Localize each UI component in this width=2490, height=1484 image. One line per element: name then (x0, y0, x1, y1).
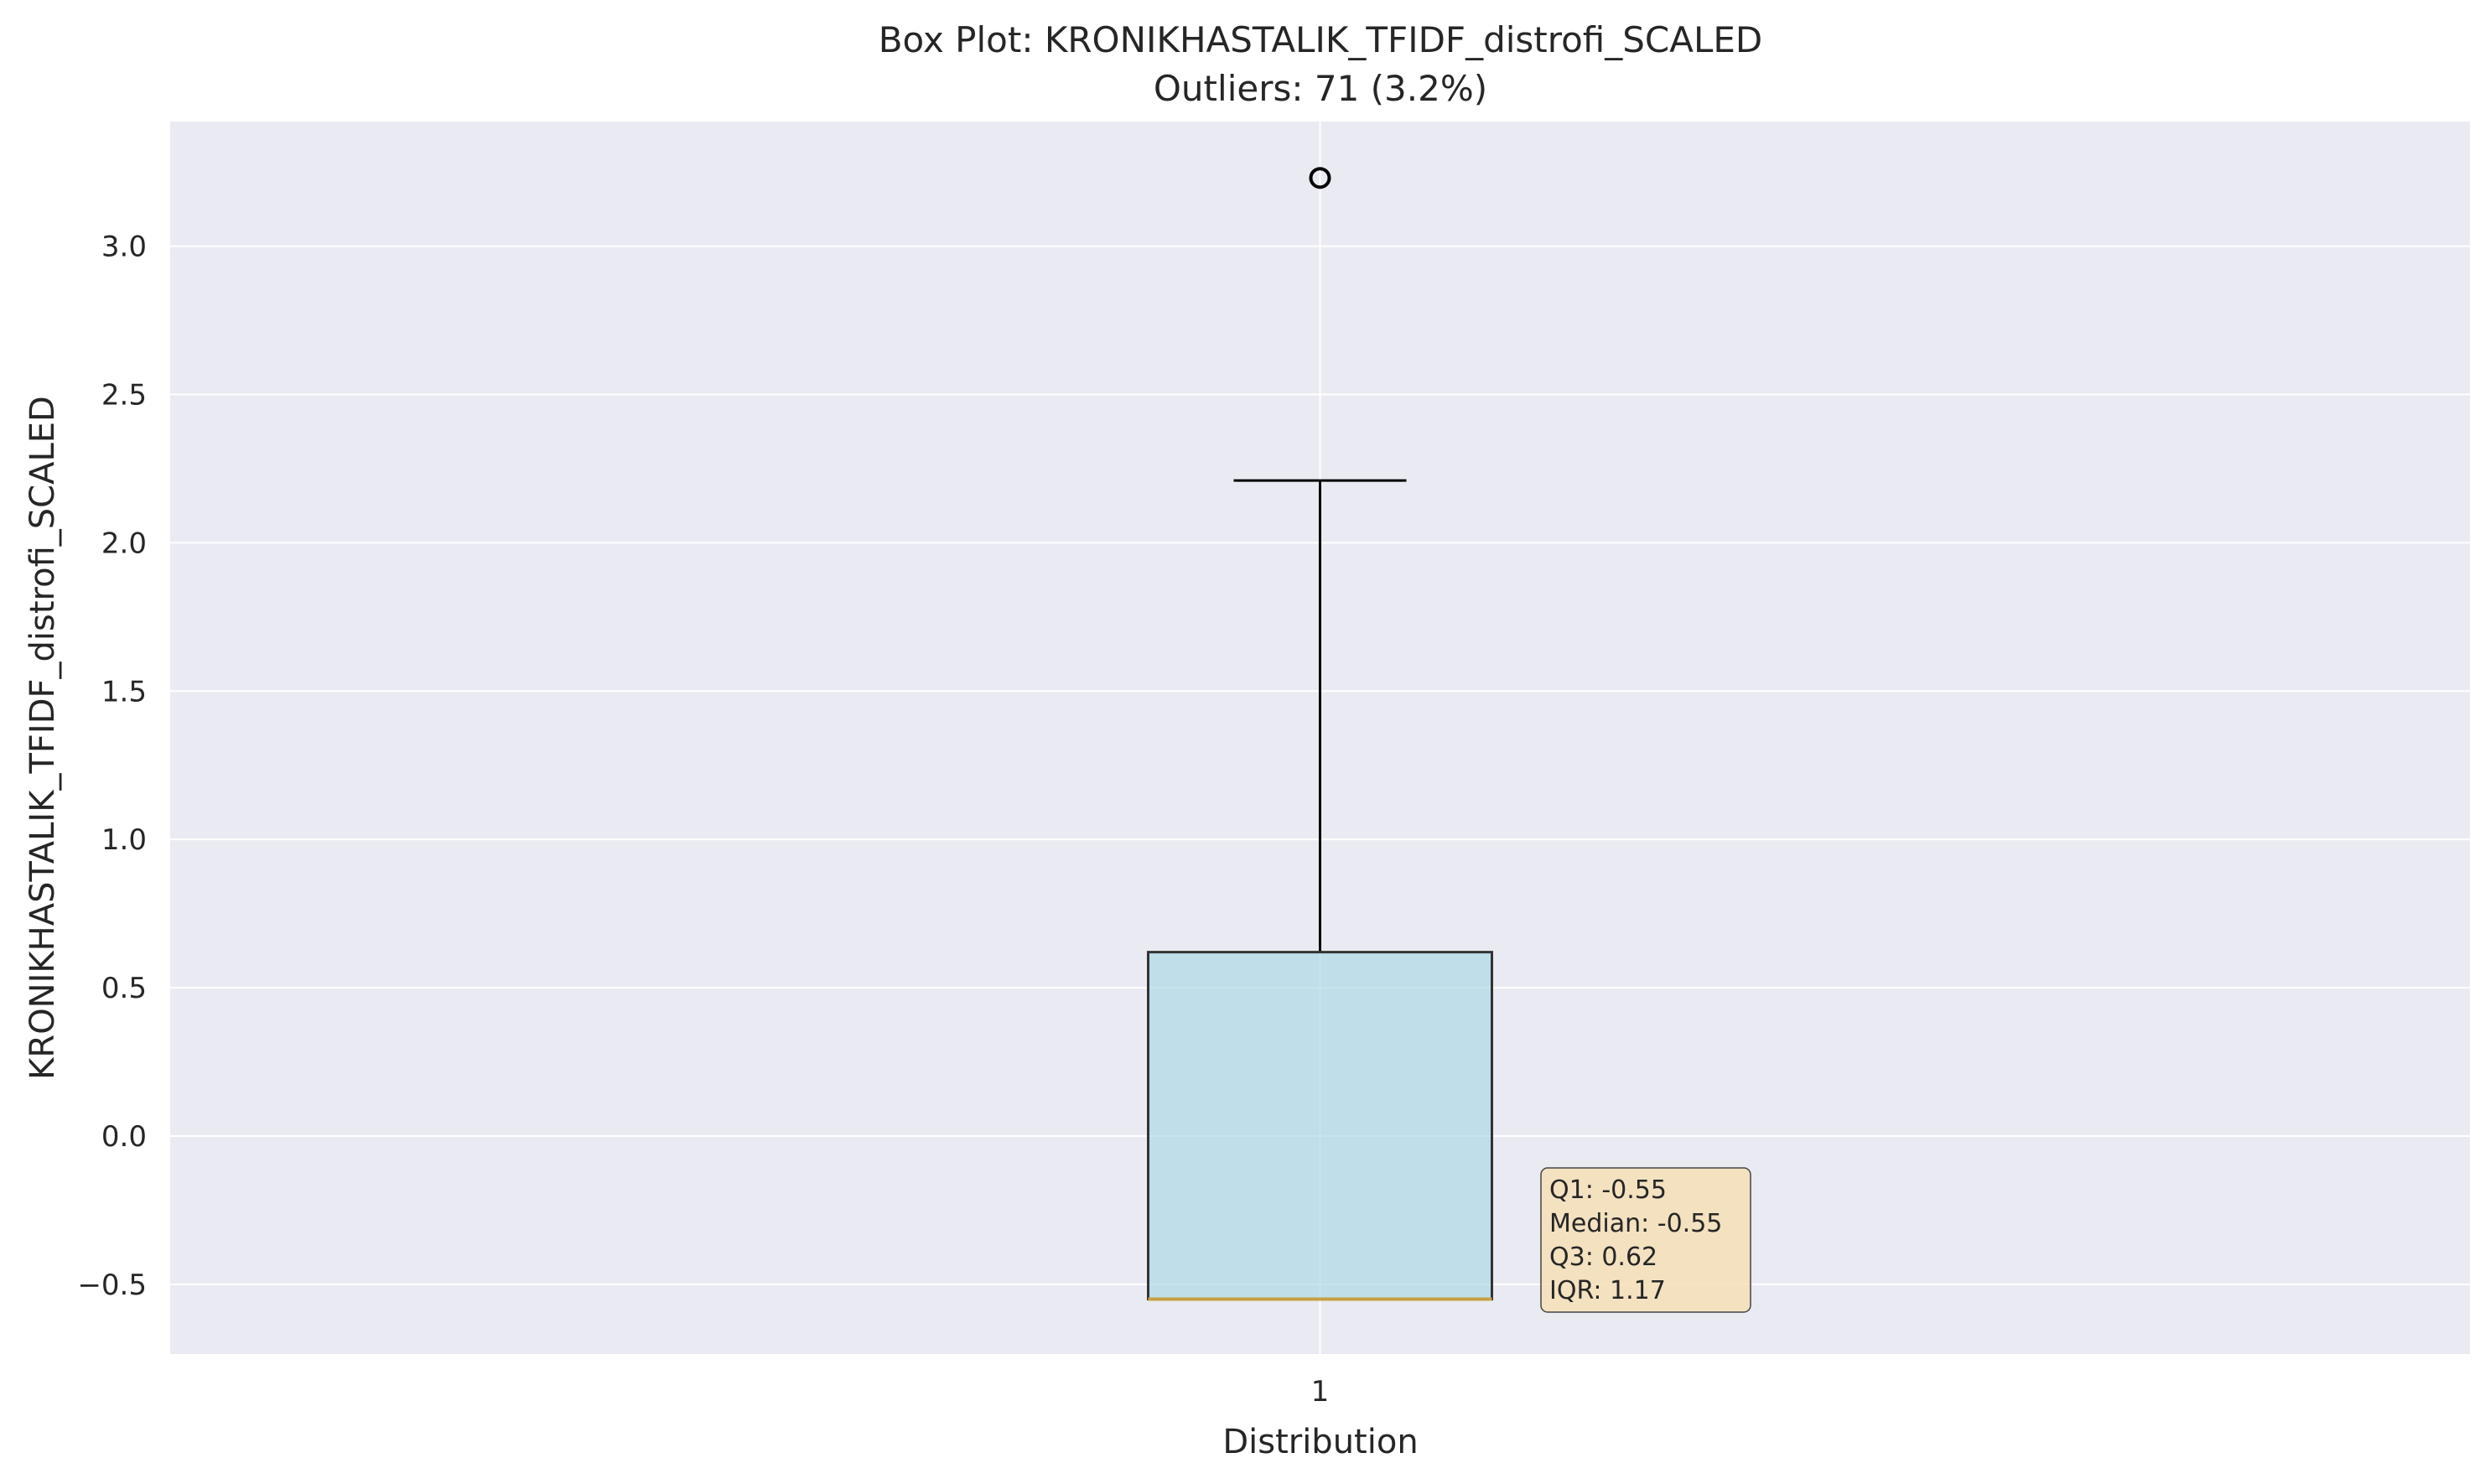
y-axis-ticks: −0.5 0.0 0.5 1.0 1.5 2.0 2.5 3.0 (77, 231, 147, 1302)
y-tick-label: 1.5 (101, 675, 147, 708)
stats-q1: Q1: -0.55 (1549, 1175, 1667, 1205)
stats-box-background (1540, 1167, 1751, 1313)
y-tick-label: 2.5 (101, 378, 147, 412)
chart-title: Box Plot: KRONIKHASTALIK_TFIDF_distrofi_… (879, 19, 1763, 60)
y-tick-label: 0.0 (101, 1120, 147, 1154)
stats-box: Q1: -0.55 Median: -0.55 Q3: 0.62 IQR: 1.… (1540, 1167, 1751, 1313)
stats-median: Median: -0.55 (1549, 1209, 1722, 1238)
x-tick-label: 1 (1311, 1375, 1330, 1409)
y-tick-label: 0.5 (101, 972, 147, 1005)
y-tick-label: 2.0 (101, 527, 147, 560)
y-tick-label: 3.0 (101, 231, 147, 264)
x-axis-ticks: 1 (1311, 1375, 1330, 1409)
y-tick-label: −0.5 (77, 1269, 147, 1302)
chart-subtitle: Outliers: 71 (3.2%) (1154, 68, 1487, 109)
box-group (1147, 167, 1493, 1301)
x-axis-label: Distribution (1222, 1423, 1418, 1461)
outlier-point (1309, 167, 1331, 189)
iqr-box (1147, 951, 1493, 1301)
stats-q3: Q3: 0.62 (1549, 1243, 1657, 1272)
stats-iqr: IQR: 1.17 (1549, 1276, 1666, 1305)
y-tick-label: 1.0 (101, 823, 147, 857)
y-axis-label: KRONIKHASTALIK_TFIDF_distrofi_SCALED (23, 396, 62, 1080)
